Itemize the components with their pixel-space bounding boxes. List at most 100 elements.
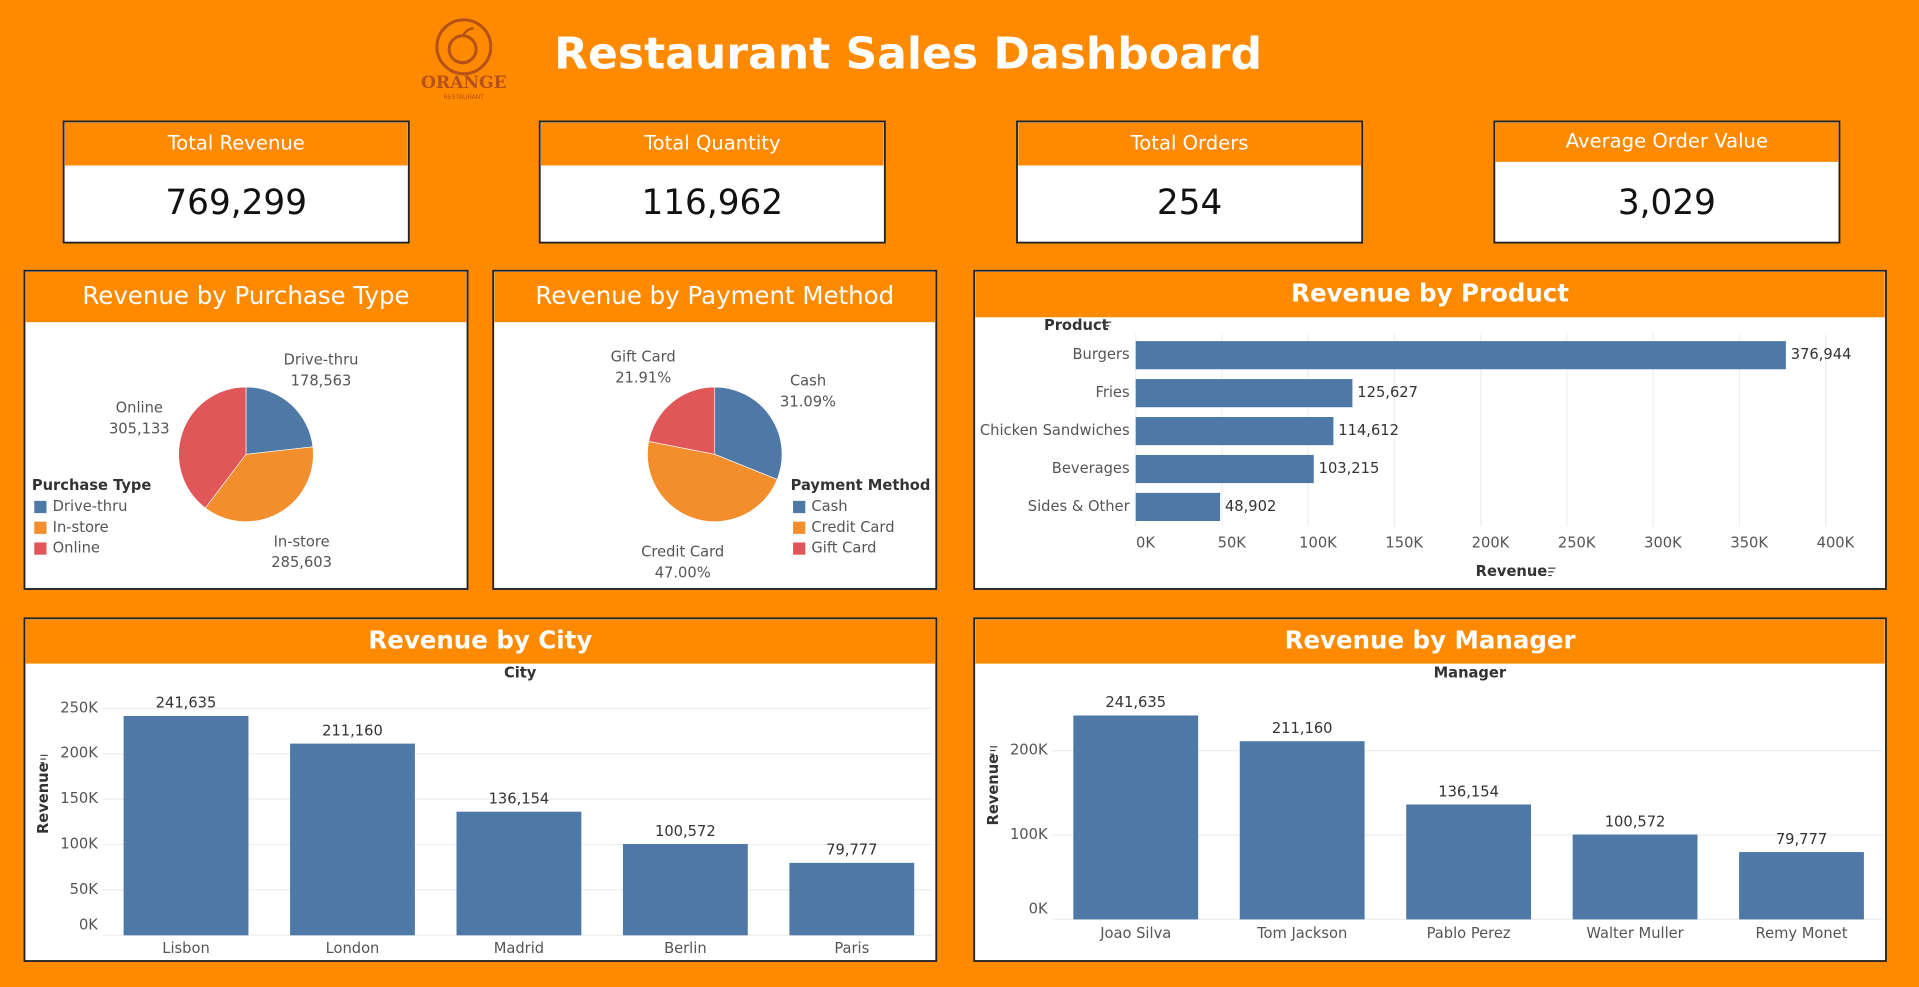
bar: [1135, 492, 1221, 522]
pie-slice: [647, 440, 778, 522]
y-tick-label: 50K: [70, 881, 99, 898]
bar-value-label: 48,902: [1225, 498, 1276, 515]
x-tick-label: 400K: [1817, 535, 1855, 552]
kpi-header: [540, 122, 884, 166]
bar: [1135, 454, 1314, 484]
y-tick-label: 0K: [1029, 901, 1048, 918]
legend-label: Cash: [811, 498, 847, 515]
bar-value-label: 241,635: [1105, 694, 1166, 711]
kpi-label: Total Orders: [1130, 132, 1249, 155]
y-tick-label: Chicken Sandwiches: [980, 422, 1130, 439]
kpi-header: [1018, 122, 1361, 166]
pie-slice: [714, 386, 783, 480]
x-tick-label: Walter Muller: [1586, 925, 1684, 942]
slice-label: Gift Card: [611, 349, 676, 366]
x-tick-label: Paris: [834, 940, 869, 957]
value-axis-title: Revenue: [985, 754, 1002, 826]
panel-header: [494, 271, 936, 323]
bar: [290, 743, 415, 936]
bar-value-label: 241,635: [156, 695, 217, 712]
kpi-label: Average Order Value: [1566, 130, 1768, 153]
bar: [456, 811, 582, 936]
y-tick-label: 0K: [79, 917, 98, 934]
bar: [1572, 834, 1698, 920]
legend-swatch: [793, 542, 806, 555]
bar-value-label: 103,215: [1319, 460, 1380, 477]
kpi-header: [64, 122, 408, 166]
legend-swatch: [34, 500, 47, 514]
x-tick-label: Remy Monet: [1756, 925, 1848, 942]
slice-label: Online: [116, 400, 163, 417]
kpi-value: 3,029: [1618, 183, 1716, 223]
pie-slice: [204, 446, 314, 522]
kpi-value: 769,299: [165, 183, 307, 223]
slice-value: 47.00%: [655, 564, 711, 581]
pie-slice: [178, 386, 247, 509]
slice-value: 21.91%: [615, 369, 671, 386]
y-tick-label: Sides & Other: [1028, 498, 1131, 515]
legend-swatch: [34, 521, 47, 534]
logo-text: ORANGE: [421, 73, 507, 93]
bar-value-label: 125,627: [1357, 384, 1418, 401]
logo-leaf: [461, 27, 474, 37]
x-tick-label: 250K: [1558, 535, 1596, 552]
x-tick-label: 0K: [1136, 535, 1155, 552]
x-tick-label: Madrid: [494, 940, 544, 957]
legend-title: Purchase Type: [32, 477, 152, 494]
x-tick-label: 300K: [1644, 535, 1682, 552]
y-tick-label: 200K: [60, 745, 98, 762]
x-tick-label: 50K: [1218, 535, 1247, 552]
bar: [1135, 417, 1334, 446]
slice-label: Credit Card: [641, 543, 724, 560]
x-tick-label: 100K: [1299, 535, 1337, 552]
pie-slice: [648, 386, 716, 455]
kpi-header: [1495, 122, 1839, 162]
bar-value-label: 136,154: [489, 790, 550, 807]
legend-swatch: [34, 542, 47, 555]
x-tick-label: 200K: [1472, 535, 1510, 552]
logo: ORANGE RESTAURANT: [421, 18, 507, 101]
bar: [1135, 379, 1353, 408]
bar: [1239, 741, 1365, 920]
panel-title: Revenue by Payment Method: [535, 281, 894, 310]
x-tick-label: London: [326, 940, 380, 957]
slice-label: In-store: [274, 533, 330, 550]
bar-value-label: 79,777: [826, 842, 877, 859]
bar: [789, 862, 915, 936]
x-tick-label: Pablo Perez: [1427, 925, 1511, 942]
kpi-label: Total Revenue: [167, 132, 305, 155]
x-tick-label: Joao Silva: [1099, 925, 1171, 942]
y-tick-label: 150K: [60, 790, 98, 807]
panel-header: [975, 619, 1885, 664]
slice-value: 31.09%: [780, 393, 836, 410]
legend-swatch: [793, 500, 806, 514]
y-tick-label: 250K: [60, 699, 98, 716]
bar: [123, 715, 249, 936]
x-tick-label: 150K: [1385, 535, 1423, 552]
slice-value: 285,603: [271, 554, 332, 571]
x-tick-label: Tom Jackson: [1256, 925, 1347, 942]
y-tick-label: Beverages: [1052, 460, 1130, 477]
legend-title: Payment Method: [791, 477, 931, 494]
legend-swatch: [793, 521, 806, 534]
bar: [1739, 852, 1864, 920]
y-tick-label: 100K: [1010, 826, 1048, 843]
panel-title: Revenue by Manager: [1285, 626, 1576, 655]
panel-title: Revenue by Product: [1291, 279, 1569, 308]
value-axis-title: Revenue: [35, 762, 52, 834]
bar: [1406, 804, 1532, 920]
slice-label: Drive-thru: [284, 352, 359, 369]
x-tick-label: 350K: [1730, 535, 1768, 552]
bar-value-label: 211,160: [322, 722, 383, 739]
bar-value-label: 100,572: [655, 823, 716, 840]
slice-label: Cash: [790, 373, 826, 390]
value-axis-title: Revenue: [1476, 563, 1548, 580]
slice-value: 305,133: [109, 420, 170, 437]
category-axis-title: Product: [1044, 317, 1109, 334]
panel-title: Revenue by Purchase Type: [82, 281, 409, 310]
bar: [622, 844, 748, 936]
legend-label: Credit Card: [811, 519, 894, 536]
legend-label: In-store: [53, 519, 109, 536]
